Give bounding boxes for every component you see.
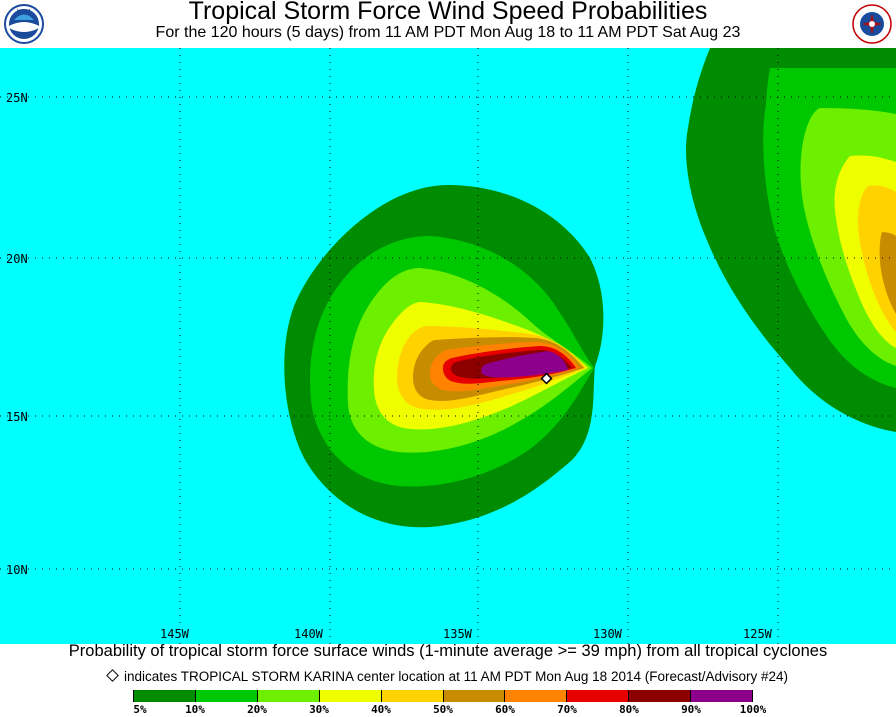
- storm-location-note-text: indicates TROPICAL STORM KARINA center l…: [123, 669, 789, 684]
- color-legend: [133, 690, 754, 702]
- storm-location-note: indicates TROPICAL STORM KARINA center l…: [0, 669, 896, 684]
- longitude-label-125w: 125W: [743, 627, 773, 641]
- storm-center-diamond-icon: [540, 372, 553, 385]
- legend-swatch-1: [195, 690, 258, 702]
- legend-label-7: 70%: [557, 703, 577, 716]
- legend-label-8: 80%: [619, 703, 639, 716]
- longitude-label-145w: 145W: [160, 627, 190, 641]
- longitude-label-135w: 135W: [443, 627, 473, 641]
- map-canvas: 25N 20N 15N 10N 145W 140W 135W 130W 125W: [0, 48, 896, 644]
- legend-label-10: 100%: [739, 703, 767, 716]
- latitude-label-10n: 10N: [6, 563, 28, 577]
- contour-90-percent: [481, 351, 568, 378]
- legend-label-0: 5%: [133, 703, 147, 716]
- latitude-label-20n: 20N: [6, 252, 28, 266]
- legend-swatch-5: [443, 690, 506, 702]
- page-subtitle: For the 120 hours (5 days) from 11 AM PD…: [155, 24, 741, 41]
- footer: Probability of tropical storm force surf…: [0, 642, 896, 717]
- eastern-probability-swath: [686, 48, 896, 432]
- karina-probability-swath: [284, 184, 604, 528]
- legend-swatch-3: [319, 690, 382, 702]
- map-caption: Probability of tropical storm force surf…: [68, 642, 828, 660]
- legend-label-5: 50%: [433, 703, 453, 716]
- legend-label-2: 20%: [247, 703, 267, 716]
- legend-label-3: 30%: [309, 703, 329, 716]
- legend-swatch-7: [567, 690, 630, 702]
- latitude-label-25n: 25N: [6, 91, 28, 105]
- legend-swatch-8: [629, 690, 692, 702]
- legend-label-4: 40%: [371, 703, 391, 716]
- legend-swatch-2: [257, 690, 320, 702]
- legend-labels: 5% 10% 20% 30% 40% 50% 60% 70% 80% 90% 100%: [0, 703, 896, 717]
- probability-map: 25N 20N 15N 10N 145W 140W 135W 130W 125W: [0, 48, 896, 644]
- page-title: Tropical Storm Force Wind Speed Probabil…: [188, 0, 708, 25]
- longitude-label-140w: 140W: [294, 627, 324, 641]
- svg-text:NOAA: NOAA: [17, 9, 32, 15]
- national-weather-service-logo-icon: [852, 4, 892, 44]
- east-contour-50-percent: [879, 232, 896, 314]
- graticule: [0, 48, 896, 644]
- longitude-label-130w: 130W: [593, 627, 623, 641]
- legend-swatch-0: [133, 690, 196, 702]
- legend-swatch-4: [381, 690, 444, 702]
- legend-label-9: 90%: [681, 703, 701, 716]
- east-contour-40-percent: [858, 185, 896, 332]
- noaa-logo-icon: NOAA: [4, 4, 44, 44]
- legend-label-1: 10%: [185, 703, 205, 716]
- header: NOAA Tropical Storm Force Wind Speed Pro…: [0, 0, 896, 48]
- latitude-label-15n: 15N: [6, 410, 28, 424]
- legend-label-6: 60%: [495, 703, 515, 716]
- legend-swatch-9: [691, 690, 754, 702]
- legend-swatch-6: [505, 690, 568, 702]
- diamond-marker-icon: [106, 669, 119, 682]
